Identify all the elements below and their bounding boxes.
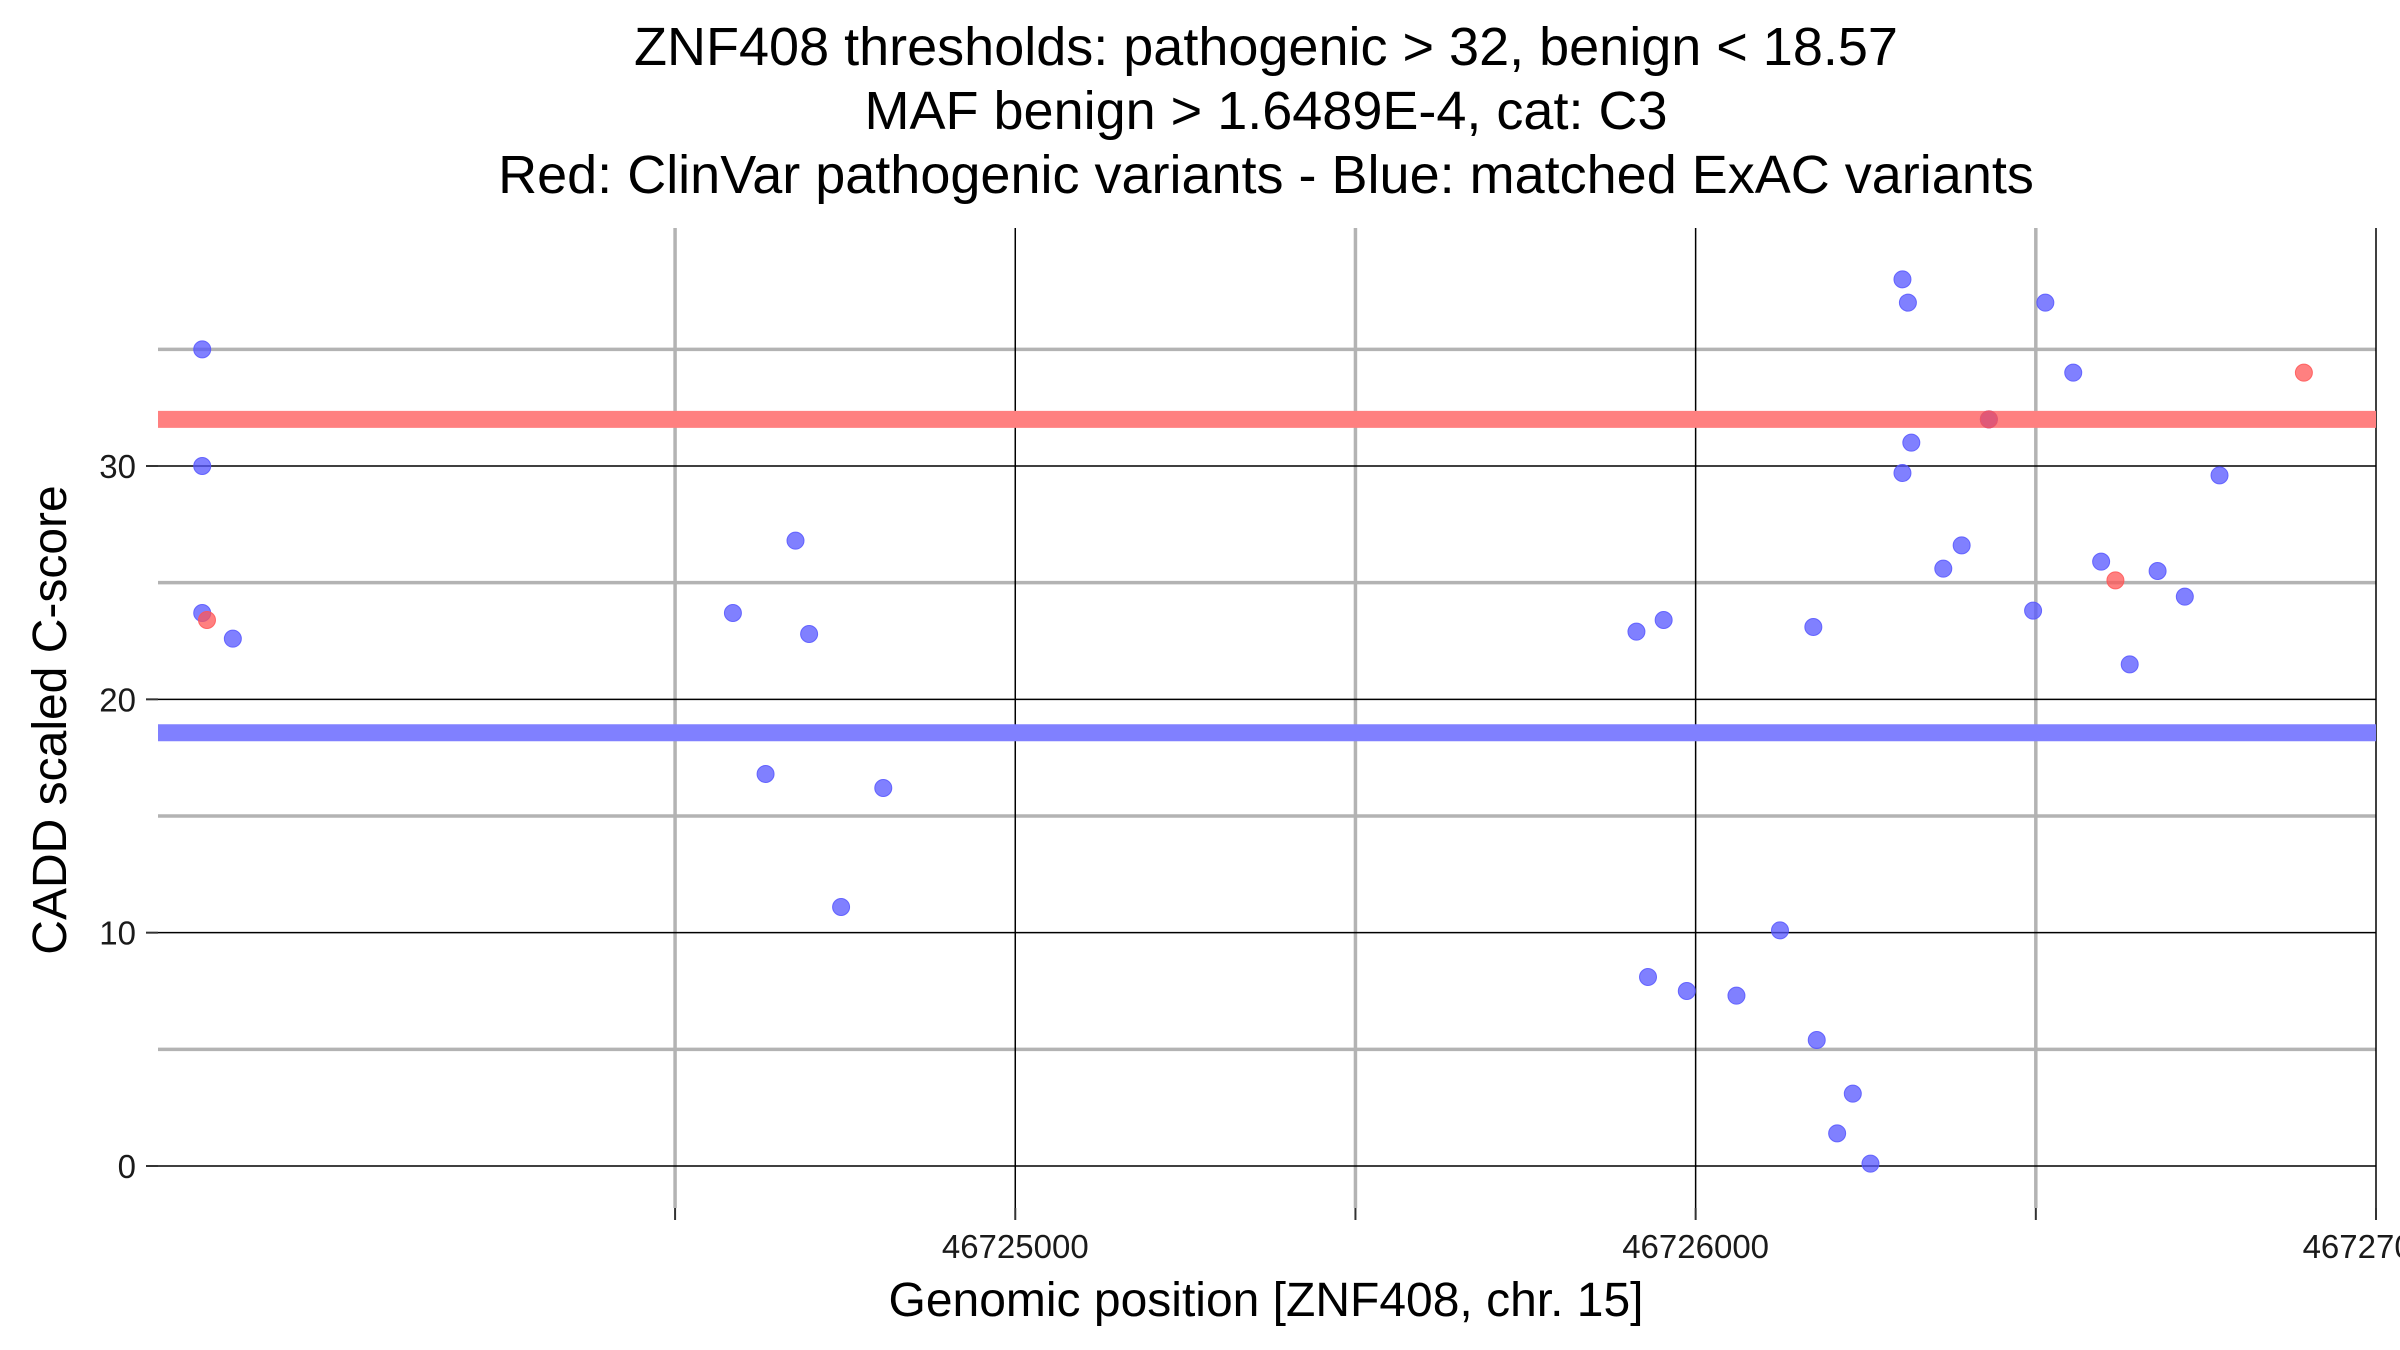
data-point-series-0 bbox=[2148, 562, 2167, 580]
grid-lines bbox=[158, 228, 2377, 1208]
data-point-series-0 bbox=[1902, 433, 1921, 452]
data-point-series-0 bbox=[1861, 1154, 1880, 1173]
data-point-series-0 bbox=[193, 457, 212, 475]
chart-title-line-2: MAF benign > 1.6489E-4, cat: C3 bbox=[865, 81, 1668, 141]
data-point-series-0 bbox=[1843, 1084, 1862, 1103]
y-tick-label: 20 bbox=[99, 681, 136, 718]
data-point-series-0 bbox=[723, 604, 742, 622]
data-point-series-0 bbox=[1898, 293, 1917, 312]
data-point-series-0 bbox=[2210, 466, 2229, 485]
data-point-series-0 bbox=[874, 779, 893, 797]
threshold-lines bbox=[158, 410, 2376, 742]
data-point-series-0 bbox=[1952, 536, 1971, 555]
data-point-series-0 bbox=[1893, 270, 1912, 289]
data-points bbox=[193, 270, 2313, 1173]
y-tick-label: 0 bbox=[118, 1148, 136, 1185]
data-point-series-0 bbox=[2092, 552, 2111, 571]
data-point-series-0 bbox=[1627, 622, 1646, 641]
data-point-series-0 bbox=[2024, 601, 2043, 620]
data-point-series-0 bbox=[800, 625, 819, 643]
y-tick-label: 10 bbox=[99, 915, 136, 952]
data-point-series-0 bbox=[1654, 611, 1673, 629]
data-point-series-0 bbox=[1804, 618, 1823, 636]
data-point-series-0 bbox=[832, 898, 851, 916]
data-point-series-0 bbox=[2175, 587, 2194, 606]
data-point-series-1 bbox=[1979, 410, 1998, 429]
x-tick-label: 46726000 bbox=[1622, 1228, 1769, 1265]
chart-title-line-1: ZNF408 thresholds: pathogenic > 32, beni… bbox=[634, 17, 1898, 77]
data-point-series-0 bbox=[193, 340, 212, 359]
data-point-series-0 bbox=[1677, 982, 1696, 1000]
data-point-series-0 bbox=[2064, 363, 2083, 382]
data-point-series-0 bbox=[1893, 464, 1912, 482]
y-tick-label: 30 bbox=[99, 448, 136, 485]
data-point-series-0 bbox=[1639, 968, 1658, 986]
axis-ticks: 0 10 20 30 46725000 46726000 46727000 bbox=[99, 448, 2400, 1265]
data-point-series-0 bbox=[223, 629, 242, 648]
data-point-series-0 bbox=[756, 765, 775, 783]
x-axis-title: Genomic position [ZNF408, chr. 15] bbox=[888, 1274, 1643, 1327]
data-point-series-0 bbox=[1727, 986, 1746, 1005]
chart-title-line-3: Red: ClinVar pathogenic variants - Blue:… bbox=[498, 145, 2034, 205]
data-point-series-0 bbox=[2120, 655, 2139, 674]
data-point-series-1 bbox=[2106, 571, 2125, 590]
data-point-series-1 bbox=[2294, 363, 2313, 382]
data-point-series-0 bbox=[1934, 559, 1953, 578]
x-tick-label: 46727000 bbox=[2303, 1228, 2400, 1265]
data-point-series-0 bbox=[2036, 293, 2055, 312]
data-point-series-0 bbox=[1828, 1124, 1847, 1143]
data-point-series-0 bbox=[1770, 921, 1789, 940]
data-point-series-1 bbox=[197, 611, 216, 629]
x-tick-label: 46725000 bbox=[942, 1228, 1089, 1265]
data-point-series-0 bbox=[786, 531, 805, 550]
y-axis-title: CADD scaled C-score bbox=[24, 485, 77, 954]
data-point-series-0 bbox=[1807, 1031, 1826, 1049]
